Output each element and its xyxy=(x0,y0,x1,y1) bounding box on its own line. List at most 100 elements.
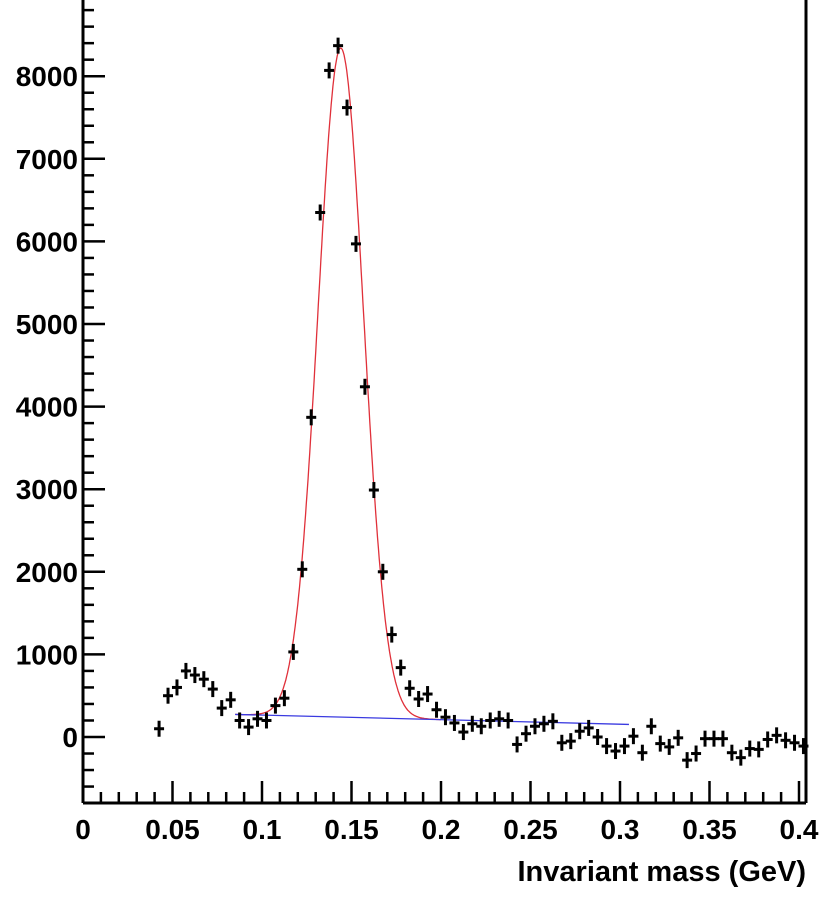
data-point xyxy=(171,679,182,696)
data-point xyxy=(726,744,737,761)
x-tick-label: 0.15 xyxy=(324,814,379,845)
y-tick-label: 1000 xyxy=(16,639,78,670)
data-point xyxy=(163,687,174,704)
data-point xyxy=(708,730,719,747)
data-point xyxy=(377,563,388,580)
x-tick-label: 0.35 xyxy=(682,814,737,845)
data-point xyxy=(198,671,209,688)
data-point xyxy=(359,378,370,395)
data-point xyxy=(780,732,791,749)
tick-labels: 0 1000 2000 3000 4000 5000 6000 7000 8000 0 0.05 0.… xyxy=(16,61,819,845)
data-point xyxy=(306,409,317,426)
x-tick-label: 0.25 xyxy=(503,814,558,845)
data-point xyxy=(324,62,335,79)
plot-frame xyxy=(81,0,808,805)
data-point xyxy=(279,690,290,707)
y-tick-label: 2000 xyxy=(16,557,78,588)
data-point xyxy=(673,729,684,746)
data-point xyxy=(386,626,397,643)
data-point xyxy=(717,730,728,747)
y-tick-label: 5000 xyxy=(16,309,78,340)
data-point xyxy=(700,730,711,747)
data-point xyxy=(691,745,702,762)
data-point xyxy=(762,731,773,748)
data-point xyxy=(610,743,621,760)
x-axis-title: Invariant mass (GeV) xyxy=(518,856,807,888)
data-point xyxy=(395,659,406,676)
data-point xyxy=(189,667,200,684)
data-point xyxy=(771,727,782,744)
data-point xyxy=(583,719,594,736)
data-point xyxy=(655,735,666,752)
data-point xyxy=(789,734,800,751)
data-point xyxy=(333,37,344,54)
axis-ticks xyxy=(81,8,801,803)
data-point xyxy=(494,710,505,727)
y-tick-label: 3000 xyxy=(16,474,78,505)
background-fit-line xyxy=(235,713,629,726)
data-point xyxy=(368,482,379,499)
data-point xyxy=(503,712,514,729)
y-tick-label: 6000 xyxy=(16,226,78,257)
data-point xyxy=(207,681,218,698)
data-point xyxy=(476,718,487,735)
y-tick-label: 4000 xyxy=(16,392,78,423)
y-tick-label: 0 xyxy=(62,722,78,753)
data-point xyxy=(243,719,254,736)
data-point xyxy=(422,686,433,703)
signal-fit-curve xyxy=(235,47,441,721)
data-point xyxy=(342,99,353,116)
data-point xyxy=(431,701,442,718)
data-point xyxy=(154,720,165,737)
data-point xyxy=(234,712,245,729)
data-point xyxy=(521,725,532,742)
data-point xyxy=(592,729,603,745)
data-point xyxy=(485,712,496,729)
x-tick-label: 0.2 xyxy=(422,814,461,845)
data-point xyxy=(315,204,326,221)
data-point xyxy=(297,561,308,578)
data-point xyxy=(744,740,755,757)
x-tick-label: 0.1 xyxy=(243,814,282,845)
data-point xyxy=(404,680,415,697)
data-point xyxy=(252,710,263,727)
y-tick-label: 7000 xyxy=(16,144,78,175)
data-point xyxy=(735,749,746,766)
data-point xyxy=(449,714,460,731)
data-point xyxy=(225,691,236,708)
data-point xyxy=(753,741,764,758)
data-point xyxy=(601,738,612,755)
y-tick-label: 8000 xyxy=(16,61,78,92)
data-point xyxy=(637,744,648,761)
data-point xyxy=(646,718,657,735)
data-point xyxy=(413,691,424,708)
data-point xyxy=(512,736,523,753)
x-tick-label: 0.4 xyxy=(780,814,819,845)
data-point xyxy=(619,738,630,755)
data-point xyxy=(216,700,227,717)
fit-curves xyxy=(235,47,629,726)
data-point xyxy=(547,713,558,730)
data-point xyxy=(529,718,540,735)
data-point xyxy=(467,715,478,732)
data-point xyxy=(180,662,191,679)
x-tick-label: 0.05 xyxy=(145,814,200,845)
data-point xyxy=(538,715,549,732)
data-point xyxy=(664,738,675,755)
data-point xyxy=(556,734,567,751)
data-point xyxy=(565,733,576,750)
data-point xyxy=(261,712,272,729)
data-points xyxy=(154,37,809,769)
x-tick-label: 0 xyxy=(75,814,91,845)
data-point xyxy=(270,697,281,714)
data-point xyxy=(798,738,809,755)
data-point xyxy=(440,709,451,726)
data-point xyxy=(682,752,693,769)
data-point xyxy=(288,643,299,660)
x-tick-label: 0.3 xyxy=(601,814,640,845)
data-point xyxy=(574,723,585,740)
data-point xyxy=(458,724,469,741)
data-point xyxy=(350,235,361,252)
data-point xyxy=(628,728,639,745)
